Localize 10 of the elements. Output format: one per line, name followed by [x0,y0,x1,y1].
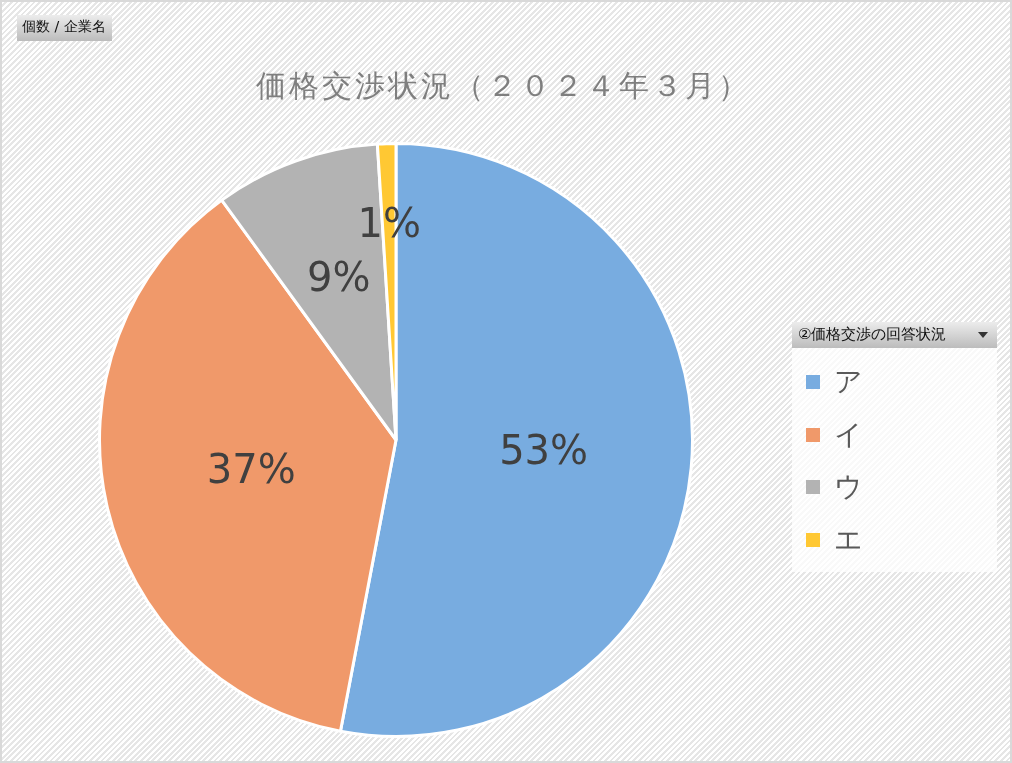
legend-label: イ [834,416,863,453]
data-label: 9% [307,254,371,301]
data-label: 37% [206,445,296,492]
text: 個数 / 企業名 [17,15,112,41]
legend-label: ウ [834,469,863,506]
chart-title: 価格交渉状況（２０２４年３月） [254,67,752,105]
legend-label: ア [834,364,863,401]
data-label: 53% [499,427,589,474]
legend-title: ②価格交渉の回答状況 [798,325,947,343]
legend-label: エ [834,521,863,558]
